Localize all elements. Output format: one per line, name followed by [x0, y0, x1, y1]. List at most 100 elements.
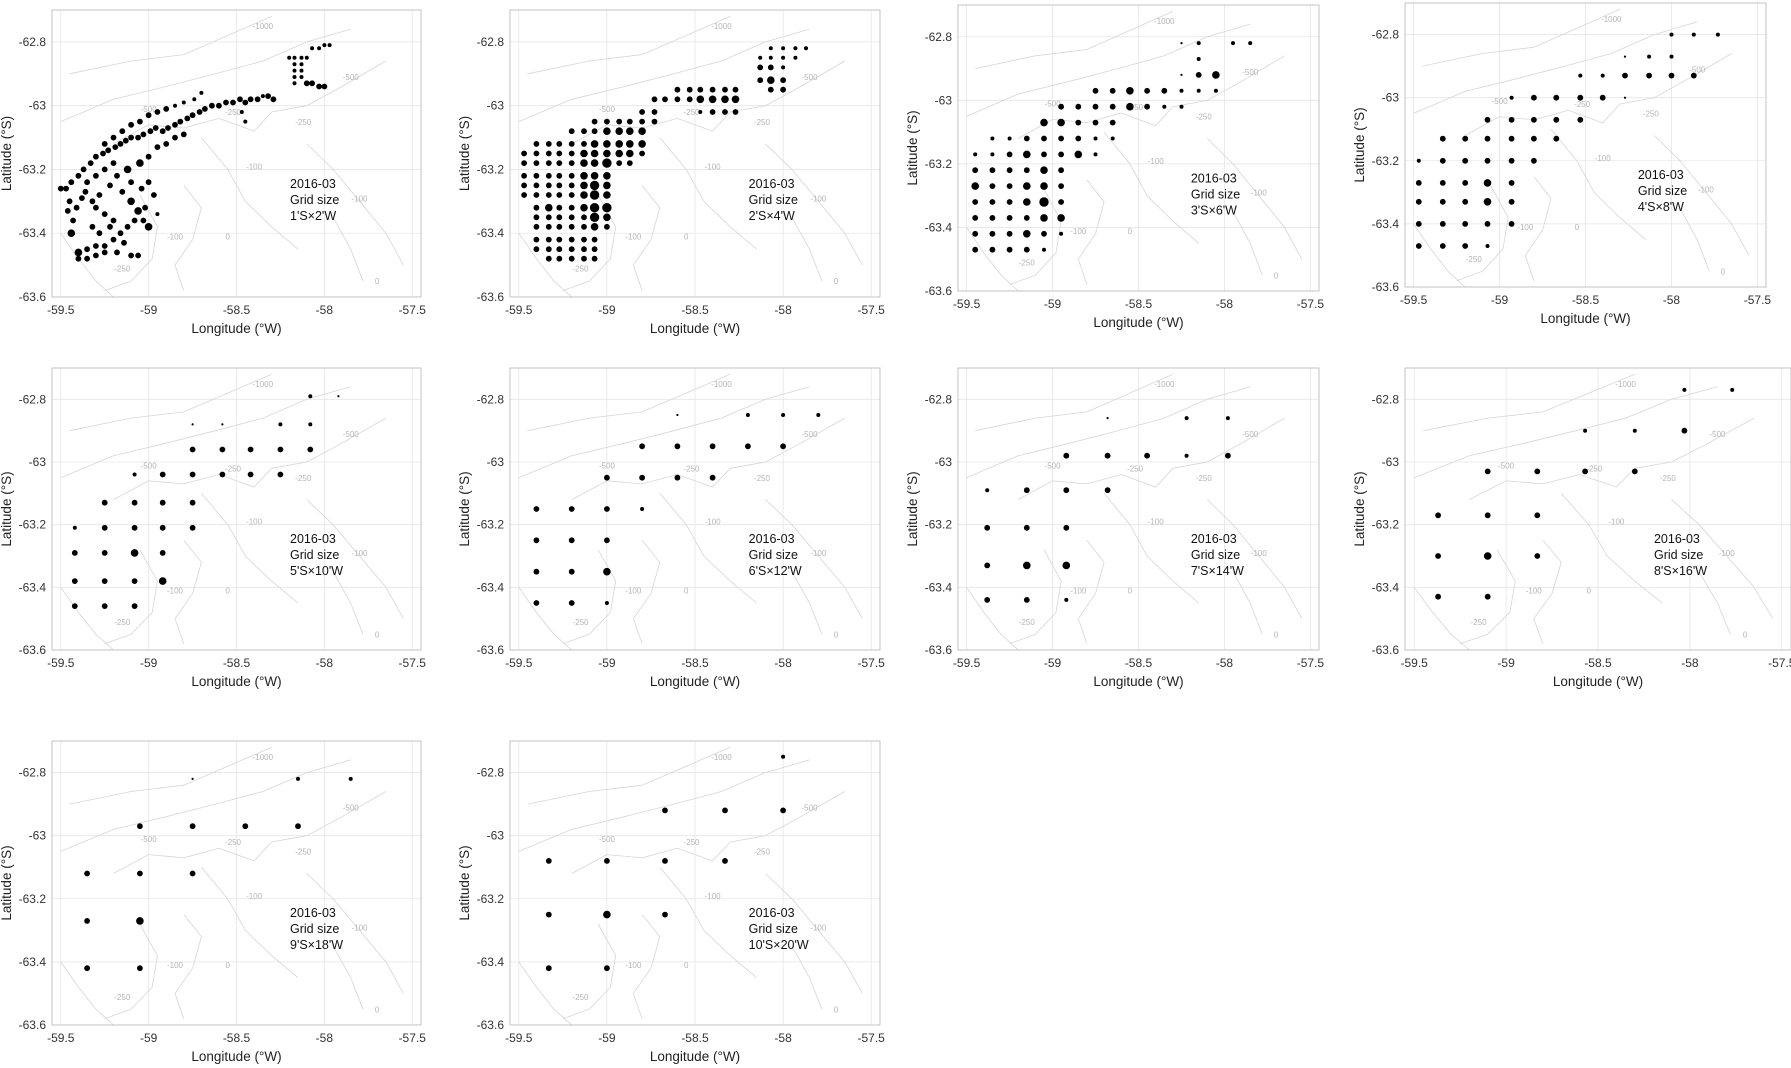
x-tick-label: -59.5 — [505, 1031, 533, 1045]
annotation-grid-size: 1'S×2'W — [290, 209, 336, 223]
data-point — [581, 255, 587, 262]
data-point — [521, 182, 527, 189]
contour-line — [104, 549, 158, 645]
data-point — [1531, 94, 1537, 101]
data-point — [1057, 118, 1065, 127]
data-point — [1179, 104, 1184, 109]
data-point — [107, 182, 113, 189]
data-point — [768, 55, 773, 60]
plot-frame — [51, 367, 422, 651]
y-tick-label: -63 — [1382, 91, 1400, 105]
data-point — [604, 118, 610, 125]
data-point — [172, 134, 178, 141]
data-point — [1578, 73, 1583, 78]
data-point — [84, 246, 90, 253]
x-tick-label: -59.5 — [47, 656, 75, 670]
data-point — [1184, 453, 1189, 458]
data-point — [639, 109, 645, 115]
contour-line — [1232, 211, 1263, 276]
data-point — [307, 446, 314, 453]
gridlines — [52, 741, 421, 1025]
x-axis-label: Longitude (°W) — [191, 1049, 281, 1064]
data-point — [1093, 152, 1098, 157]
data-point — [89, 223, 96, 230]
data-point — [189, 112, 196, 119]
data-point — [732, 86, 739, 93]
data-point — [1484, 468, 1491, 475]
y-axis-label: Latitude (°S) — [905, 110, 920, 185]
data-point — [1075, 119, 1082, 126]
contour-label: -100 — [1148, 518, 1165, 527]
data-point — [1435, 593, 1441, 600]
contour-label: -100 — [1608, 518, 1625, 527]
data-point — [180, 131, 187, 138]
data-point — [287, 55, 292, 60]
contour-line — [518, 759, 810, 852]
data-point — [1623, 55, 1627, 58]
data-point — [1508, 221, 1515, 227]
data-point — [709, 474, 716, 481]
data-point — [533, 223, 540, 230]
contour-line — [69, 746, 272, 805]
data-point — [556, 223, 563, 230]
data-point — [136, 159, 144, 167]
data-point — [1109, 87, 1116, 94]
data-point — [604, 223, 610, 230]
data-point — [145, 179, 152, 186]
data-point — [972, 230, 979, 237]
y-tick-label: -63.4 — [477, 226, 505, 240]
data-point — [303, 80, 310, 87]
data-point — [1484, 593, 1491, 600]
data-point — [1646, 72, 1652, 79]
data-point — [973, 152, 978, 157]
contour-line — [527, 746, 731, 805]
data-point — [93, 172, 99, 179]
data-point — [626, 127, 634, 135]
data-point — [662, 96, 668, 103]
contour-line — [765, 143, 863, 266]
x-tick-label: -59 — [140, 656, 158, 670]
data-point — [177, 118, 184, 125]
data-point — [984, 524, 991, 531]
data-point — [189, 870, 196, 877]
data-point — [1058, 167, 1064, 174]
data-points — [71, 394, 340, 609]
data-point — [1058, 103, 1064, 110]
contour-label: -250 — [295, 118, 312, 127]
x-tick-label: -58.5 — [681, 1031, 709, 1045]
contour-label: -100 — [1526, 587, 1543, 596]
x-tick-label: -58 — [1663, 293, 1681, 307]
y-tick-label: -63.6 — [477, 643, 505, 657]
data-point — [1144, 452, 1150, 459]
contour-line — [1207, 499, 1303, 619]
data-point — [721, 95, 729, 104]
contour-label: -100 — [351, 194, 368, 203]
chart-panel-8: -1000-500 -250-100-100-250-500-250-10000-… — [1352, 367, 1791, 689]
contour-label: -100 — [246, 518, 263, 527]
data-point — [242, 99, 249, 106]
data-point — [119, 188, 126, 195]
data-point — [75, 255, 82, 262]
annotation-grid-label: Grid size — [1191, 548, 1240, 562]
contour-label: -100 — [705, 518, 722, 527]
data-point — [68, 179, 75, 186]
x-tick-label: -59.5 — [47, 1031, 75, 1045]
x-tick-label: -58.5 — [223, 1031, 251, 1045]
data-point — [989, 167, 996, 174]
data-point — [196, 109, 203, 115]
data-point — [154, 144, 161, 151]
plot-frame — [509, 740, 881, 1026]
data-point — [119, 128, 126, 135]
data-point — [310, 46, 315, 51]
data-point — [1415, 198, 1422, 205]
data-point — [327, 43, 332, 48]
data-point — [1462, 243, 1469, 249]
y-tick-label: -63.6 — [1372, 280, 1400, 294]
data-point — [64, 208, 71, 214]
y-tick-label: -63.2 — [477, 892, 505, 906]
data-point — [533, 506, 540, 512]
data-point — [589, 203, 600, 213]
data-points — [57, 43, 332, 262]
data-point — [780, 443, 786, 450]
data-point — [603, 910, 611, 919]
